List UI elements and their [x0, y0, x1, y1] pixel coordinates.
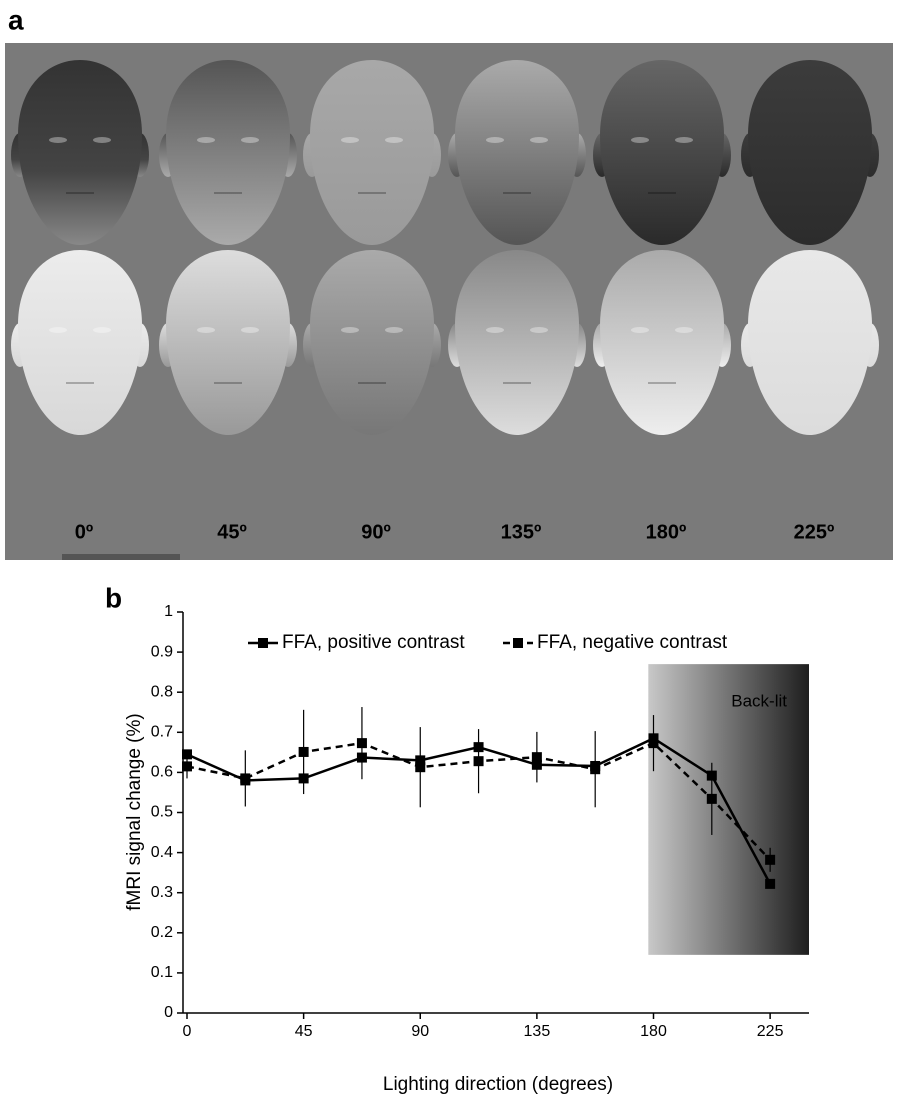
y-tick-label: 0.4 [151, 844, 173, 861]
face-eye [49, 327, 67, 333]
angle-label: 135º [501, 521, 542, 543]
marker [357, 738, 367, 748]
marker [532, 752, 542, 762]
y-tick-label: 0.2 [151, 924, 173, 941]
panel-label: a [8, 4, 24, 35]
angle-label: 0º [75, 521, 93, 543]
y-tick-label: 0.3 [151, 884, 173, 901]
panel-label: b [105, 582, 122, 613]
marker [707, 794, 717, 804]
face-eye [197, 137, 215, 143]
region-label: Back-lit [731, 692, 787, 711]
face-eye [241, 327, 259, 333]
face-eye [93, 327, 111, 333]
face-eye [675, 327, 693, 333]
angle-label: 90º [361, 521, 391, 543]
marker [765, 855, 775, 865]
face-eye [675, 137, 693, 143]
face-eye [241, 137, 259, 143]
page: {"panel_a": {"label": "a", "angle_labels… [0, 0, 899, 1095]
x-tick-label: 180 [640, 1023, 667, 1040]
y-tick-label: 1 [164, 603, 173, 620]
marker [649, 738, 659, 748]
legend-marker [513, 638, 523, 648]
face-eye [530, 137, 548, 143]
legend-label: FFA, negative contrast [537, 632, 728, 653]
angle-label: 225º [794, 521, 835, 543]
y-tick-label: 0.5 [151, 804, 173, 821]
y-tick-label: 0.7 [151, 724, 173, 741]
face-eye [530, 327, 548, 333]
marker [299, 747, 309, 757]
marker [474, 756, 484, 766]
face-eye [385, 327, 403, 333]
x-tick-label: 135 [524, 1023, 551, 1040]
legend-marker [258, 638, 268, 648]
y-tick-label: 0 [164, 1004, 173, 1021]
face-eye [631, 137, 649, 143]
y-tick-label: 0.9 [151, 643, 173, 660]
face-eye [197, 327, 215, 333]
face-eye [93, 137, 111, 143]
y-tick-label: 0.1 [151, 964, 173, 981]
x-tick-label: 45 [295, 1023, 313, 1040]
x-tick-label: 90 [411, 1023, 429, 1040]
angle-label: 45º [217, 521, 247, 543]
legend-label: FFA, positive contrast [282, 632, 465, 653]
face-eye [341, 137, 359, 143]
figure: a b Lighting direction (degrees) fMRI si… [0, 0, 899, 1095]
marker [240, 773, 250, 783]
face-eye [341, 327, 359, 333]
x-tick-label: 225 [757, 1023, 784, 1040]
face-eye [486, 327, 504, 333]
scale-bar [62, 554, 180, 560]
face-eye [486, 137, 504, 143]
x-axis-label: Lighting direction (degrees) [383, 1074, 613, 1095]
y-tick-label: 0.6 [151, 764, 173, 781]
marker [182, 761, 192, 771]
y-axis-label: fMRI signal change (%) [124, 713, 145, 910]
y-tick-label: 0.8 [151, 683, 173, 700]
marker [415, 762, 425, 772]
face-eye [49, 137, 67, 143]
marker [765, 879, 775, 889]
x-tick-label: 0 [183, 1023, 192, 1040]
face-eye [385, 137, 403, 143]
marker [590, 764, 600, 774]
face-eye [631, 327, 649, 333]
angle-label: 180º [646, 521, 687, 543]
